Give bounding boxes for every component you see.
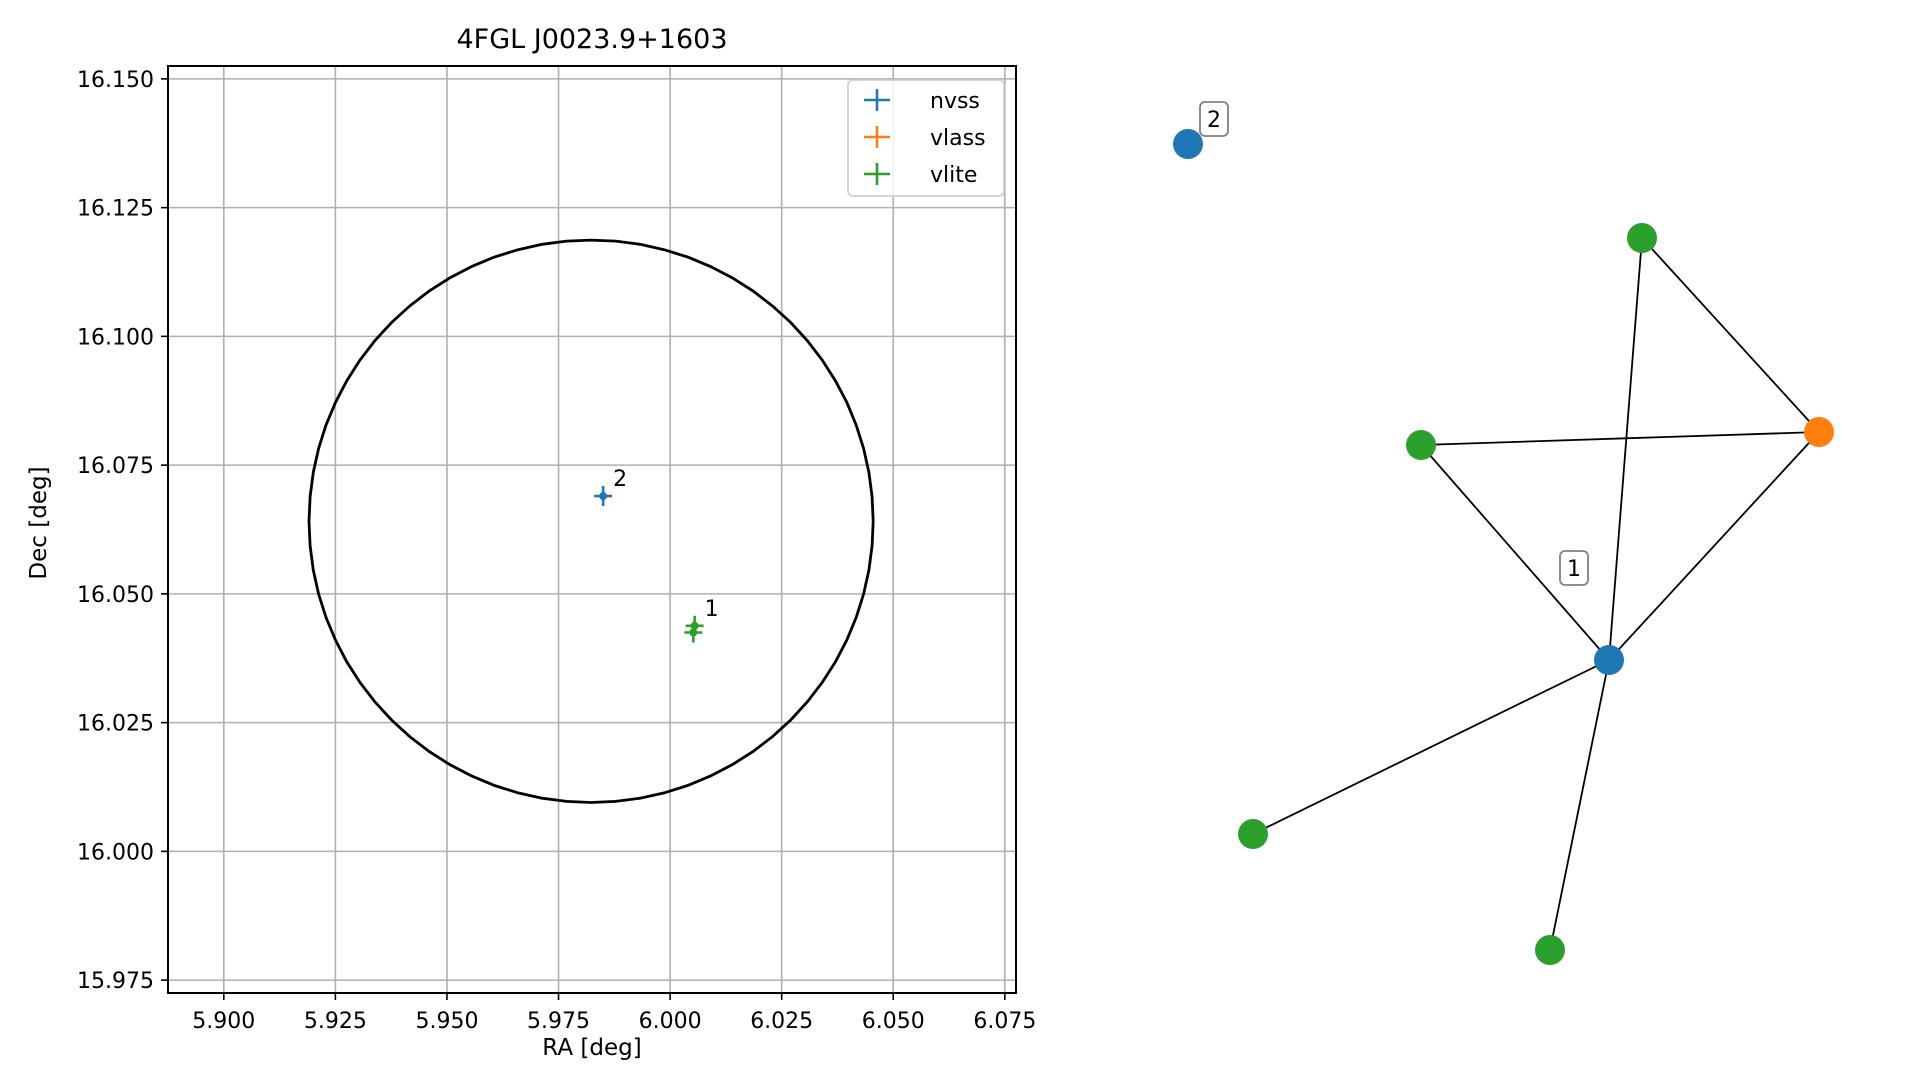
graph-node-vlass: [1804, 417, 1834, 447]
grid-lines: [168, 66, 1016, 993]
y-axis-label: Dec [deg]: [26, 466, 52, 579]
legend-entry-vlite: vlite: [864, 163, 977, 188]
point-annotations: 21: [613, 467, 718, 622]
y-tick-label: 16.075: [77, 454, 154, 479]
graph-edge: [1549, 659, 1610, 951]
graph-node-label: 2: [1199, 101, 1229, 137]
svg-text:2: 2: [1207, 108, 1221, 133]
x-tick-label: 6.000: [639, 1009, 702, 1034]
legend-label: nvss: [930, 89, 980, 114]
graph-edge: [1608, 237, 1643, 661]
graph-edge: [1420, 444, 1610, 661]
y-tick-label: 16.000: [77, 840, 154, 865]
graph-node-label: 1: [1559, 550, 1589, 586]
point-annotation-label: 1: [705, 597, 719, 622]
sky-plot-panel: 4FGL J0023.9+1603 5.900 5.925 5.950 5.975 6.…: [26, 24, 1036, 1061]
x-tick-label: 5.925: [304, 1009, 367, 1034]
legend-label: vlass: [930, 126, 986, 151]
localization-ellipse: [307, 238, 875, 804]
y-tick-label: 16.025: [77, 712, 154, 737]
graph-node-vlite: [1535, 935, 1565, 965]
association-graph-panel: 21: [1173, 101, 1834, 965]
graph-node-nvss: [1173, 129, 1203, 159]
x-tick-label: 6.025: [750, 1009, 813, 1034]
x-tick-label: 5.900: [192, 1009, 255, 1034]
y-tick-label: 16.125: [77, 197, 154, 222]
x-tick-label: 5.975: [527, 1009, 590, 1034]
legend-box: [847, 79, 1005, 197]
plot-area-frame: [167, 65, 1017, 994]
point-vlite: [684, 622, 703, 643]
x-tick-label: 6.075: [973, 1009, 1036, 1034]
y-tick-label: 16.050: [77, 583, 154, 608]
x-tick-label: 5.950: [415, 1009, 478, 1034]
y-tick-label: 16.150: [77, 68, 154, 93]
axis-ticks: 5.900 5.925 5.950 5.975 6.000 6.025 6.050 6.075…: [77, 68, 1036, 1034]
graph-edge: [1420, 431, 1820, 446]
data-points: [594, 486, 704, 643]
graph-edge: [1641, 237, 1820, 433]
graph-node-nvss: [1594, 645, 1624, 675]
graph-edges: [1252, 237, 1820, 951]
legend-entry-vlass: vlass: [864, 126, 986, 151]
graph-nodes: [1173, 129, 1834, 965]
graph-node-vlite: [1238, 819, 1268, 849]
point-nvss: [594, 486, 613, 507]
graph-node-vlite: [1406, 430, 1436, 460]
x-axis-label: RA [deg]: [542, 1035, 641, 1061]
graph-labels: 21: [1199, 101, 1589, 586]
point-annotation-label: 2: [613, 467, 627, 492]
graph-node-vlite: [1627, 223, 1657, 253]
y-tick-label: 15.975: [77, 969, 154, 994]
graph-edge: [1252, 659, 1610, 835]
graph-edge: [1608, 431, 1820, 661]
svg-text:1: 1: [1567, 557, 1581, 582]
legend-label: vlite: [930, 163, 977, 188]
chart-title: 4FGL J0023.9+1603: [456, 24, 727, 55]
y-tick-label: 16.100: [77, 325, 154, 350]
legend-entry-nvss: nvss: [864, 89, 980, 114]
legend: nvss vlass vlite: [847, 79, 1005, 197]
x-tick-label: 6.050: [862, 1009, 925, 1034]
